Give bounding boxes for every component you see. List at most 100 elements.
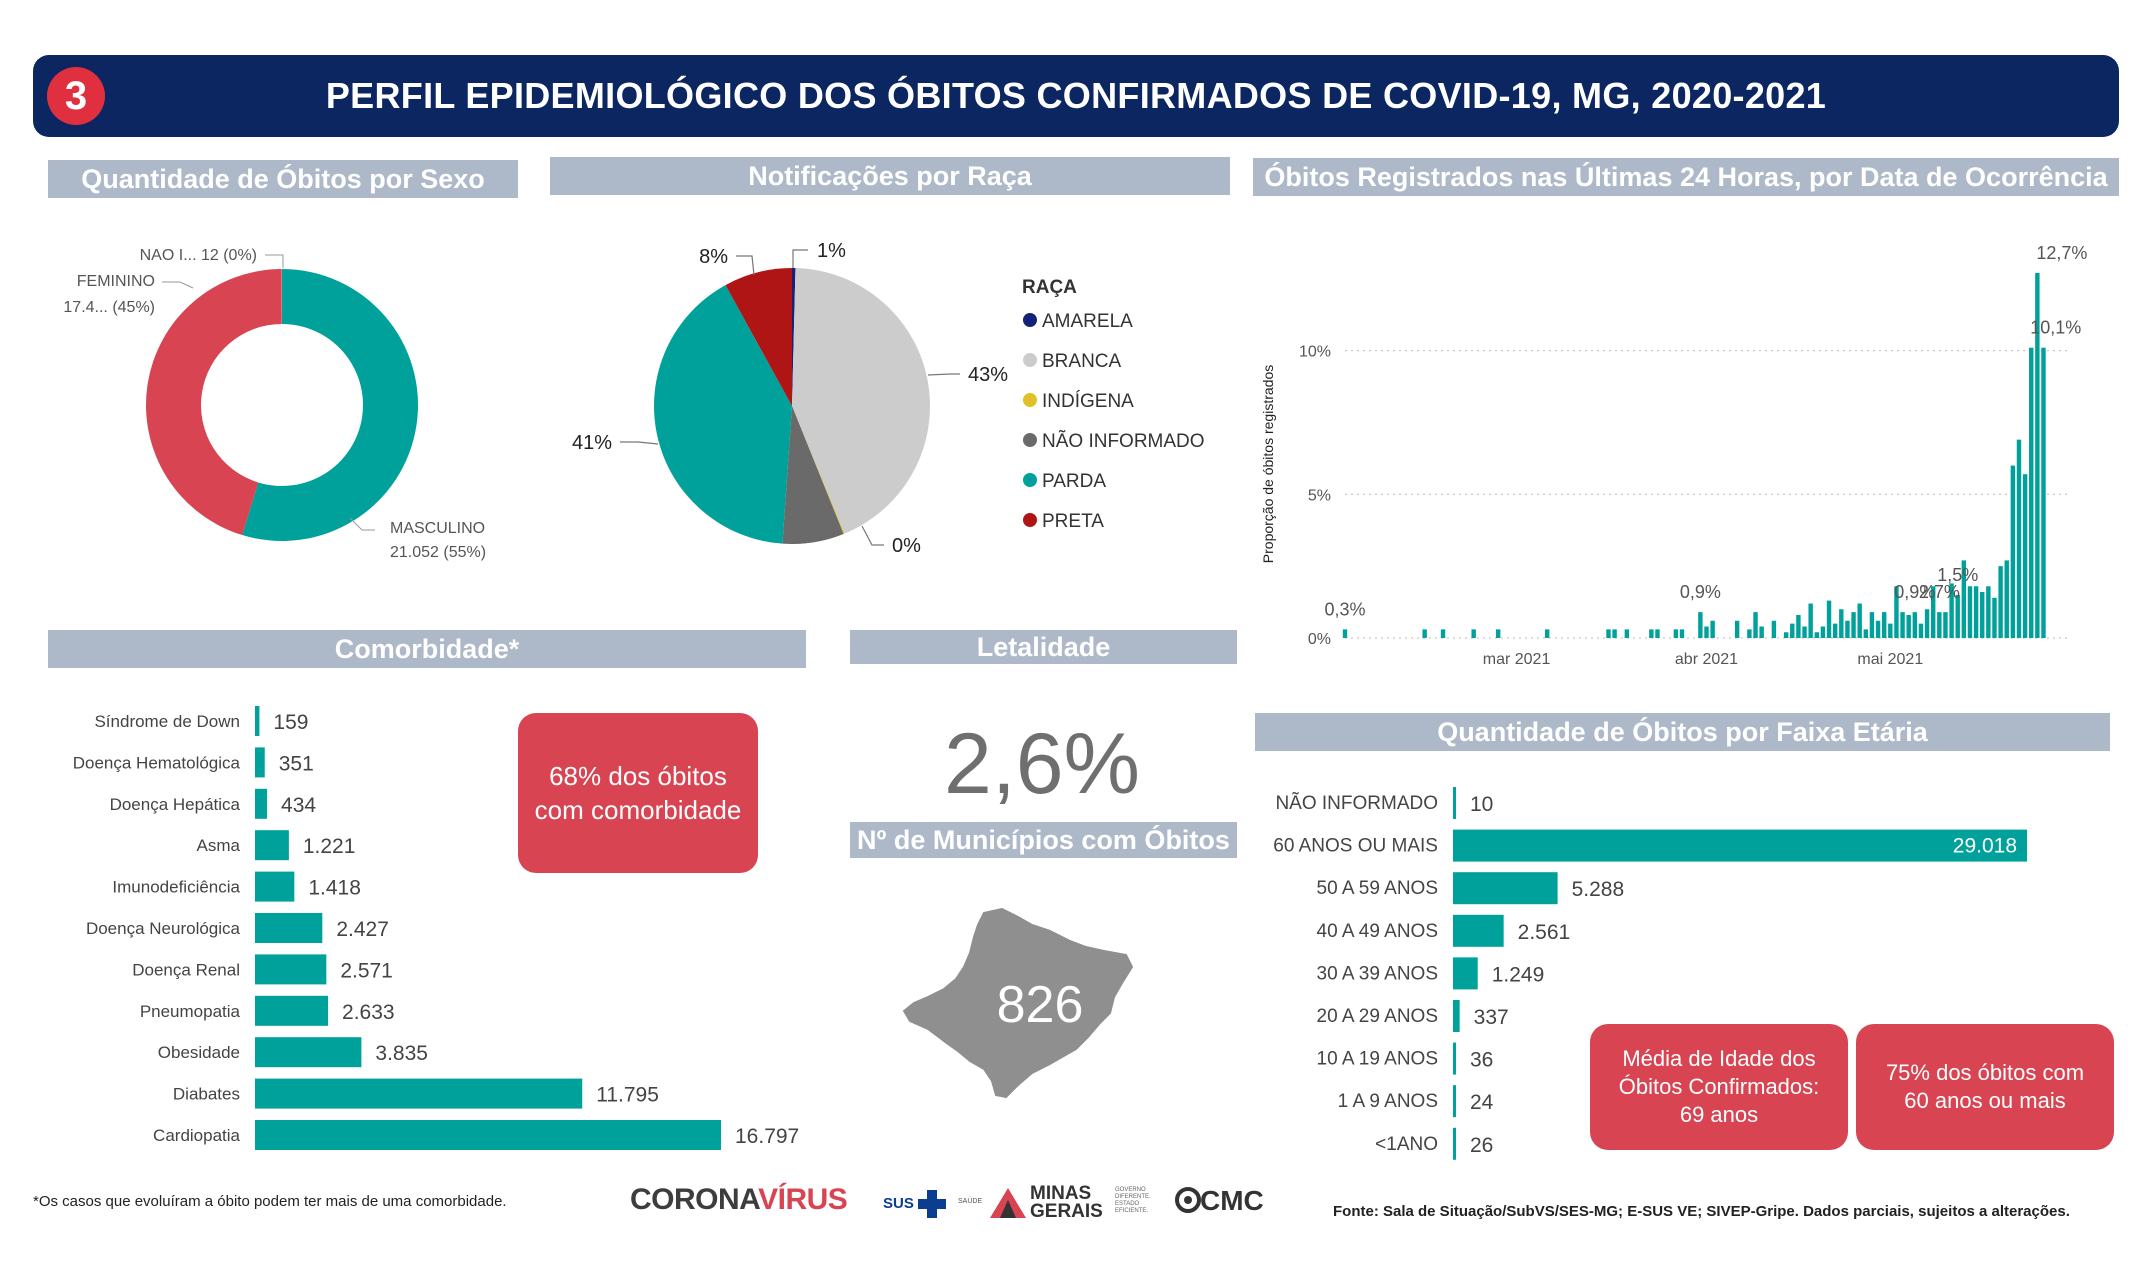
- source-note: Fonte: Sala de Situação/SubVS/SES-MG; E-…: [1333, 1203, 2070, 1220]
- bar-2021-02-22: [1471, 629, 1476, 638]
- legend-dot-3: [1023, 433, 1037, 447]
- leader-line-0: [792, 249, 808, 268]
- bar-2021-04-17: [1802, 626, 1807, 638]
- bar-2021-03-31: [1698, 612, 1703, 638]
- category-label-0: Síndrome de Down: [94, 712, 240, 731]
- over-sixty-callout: 75% dos óbitos com 60 anos ou mais: [1856, 1024, 2114, 1150]
- legend-dot-2: [1023, 393, 1037, 407]
- comorbidity-bar-chart: Síndrome de Down 159 Doença Hematológica 35…: [73, 706, 799, 1150]
- category-label-4: 30 A 39 ANOS: [1317, 963, 1438, 984]
- race-pie-chart: 1% 43% 0% 41% 8% RAÇA AMARELA BRANCA INDÍGENA NÃO…: [572, 240, 1205, 557]
- bar-2021-03-27: [1673, 629, 1679, 638]
- bar-2021-05-08: [1930, 586, 1936, 638]
- bar-2021-05-10: [1943, 612, 1948, 638]
- value-label-7: 2.633: [342, 1001, 395, 1024]
- bar-2021-04-24: [1845, 620, 1850, 638]
- section-title-raca: Notificações por Raça: [550, 157, 1230, 195]
- municipalities-count: 826: [996, 976, 1084, 1034]
- legend-label-5: PRETA: [1042, 511, 1104, 532]
- section-title-letalidade: Letalidade: [850, 630, 1237, 664]
- bar-5: [1453, 1000, 1460, 1032]
- bar-2021-05-03: [1900, 612, 1905, 638]
- bar-2021-05-06: [1918, 623, 1924, 638]
- bar-6: [1453, 1042, 1456, 1075]
- bar-2021-04-18: [1808, 603, 1813, 638]
- pie-label-2: 0%: [892, 535, 921, 557]
- category-label-7: 1 A 9 ANOS: [1338, 1091, 1438, 1112]
- bar-2021-02-26: [1495, 629, 1501, 638]
- comorbidity-callout: 68% dos óbitos com comorbidade: [518, 713, 758, 873]
- category-label-0: NÃO INFORMADO: [1275, 792, 1438, 814]
- bar-2021-05-16: [1980, 592, 1985, 638]
- leader-line-masculino: [349, 517, 375, 531]
- logo-corona-word: CORONA: [630, 1183, 759, 1216]
- bar-2021-05-13: [1961, 560, 1967, 638]
- bar-2021-04-08: [1747, 629, 1752, 638]
- section-title-faixa: Quantidade de Óbitos por Faixa Etária: [1255, 713, 2110, 751]
- bar-2021-05-05: [1912, 612, 1918, 638]
- value-label-6: 2.571: [340, 959, 393, 982]
- bar-2021-04-22: [1832, 623, 1838, 638]
- mg-line1: MINAS: [1030, 1183, 1092, 1204]
- donut-slice-0: [242, 269, 418, 541]
- bar-2021-04-02: [1710, 620, 1715, 638]
- category-label-2: Doença Hepática: [110, 795, 241, 814]
- value-label-4: 1.249: [1492, 963, 1545, 986]
- pie-slice-parda: [654, 285, 792, 544]
- data-label-4: 1,5%: [1937, 565, 1978, 585]
- bar-4: [1453, 957, 1478, 990]
- page-title: PERFIL EPIDEMIOLÓGICO DOS ÓBITOS CONFIRM…: [325, 75, 1827, 116]
- bar-2021-05-14: [1967, 586, 1973, 638]
- bar-9: [255, 1078, 583, 1109]
- bar-2021-02-01: [1342, 629, 1348, 638]
- bar-2021-04-06: [1734, 620, 1740, 638]
- bar-2021-05-18: [1992, 597, 1997, 638]
- bar-2021-03-23: [1649, 629, 1654, 638]
- x-tick-2021-03-01: mar 2021: [1483, 651, 1551, 668]
- bar-2021-03-06: [1544, 629, 1550, 638]
- value-label-7: 24: [1470, 1091, 1494, 1114]
- bar-2021-05-02: [1894, 586, 1899, 638]
- slice-value-feminino: 17.4... (45%): [63, 299, 155, 316]
- cmc-logo: CMC: [1200, 1185, 1264, 1216]
- bar-1: [1453, 829, 2027, 862]
- bar-2021-04-23: [1839, 609, 1844, 638]
- value-label-5: 2.427: [336, 918, 389, 941]
- bar-2021-05-07: [1924, 609, 1930, 638]
- bar-7: [1453, 1085, 1456, 1118]
- legend-label-0: AMARELA: [1042, 311, 1133, 332]
- bar-2021-05-23: [2022, 474, 2028, 638]
- pie-label-4: 41%: [572, 432, 612, 454]
- bar-2021-04-19: [1814, 632, 1819, 638]
- mg-tagline-2: DIFERENTE.: [1115, 1194, 1151, 1200]
- bar-2021-05-22: [2016, 439, 2022, 638]
- bar-2021-04-15: [1790, 623, 1795, 638]
- footnote: *Os casos que evoluíram a óbito podem te…: [33, 1193, 507, 1210]
- value-label-2: 434: [281, 794, 316, 817]
- letality-value: 2,6%: [943, 716, 1141, 812]
- bar-2021-05-01: [1888, 623, 1893, 638]
- mg-tagline-3: ESTADO: [1115, 1201, 1140, 1207]
- mg-tagline-4: EFICIENTE.: [1115, 1208, 1149, 1214]
- legend-label-2: INDÍGENA: [1042, 391, 1134, 412]
- value-label-0: 10: [1470, 793, 1493, 816]
- data-label-0: 0,3%: [1324, 599, 1365, 619]
- y-tick-0: 0%: [1308, 631, 1331, 648]
- bar-2021-03-17: [1612, 629, 1617, 638]
- saude-label: SAÚDE: [958, 1198, 983, 1205]
- category-label-2: 50 A 59 ANOS: [1317, 878, 1438, 899]
- data-label-6: 12,7%: [2036, 243, 2087, 263]
- bar-2021-05-21: [2010, 465, 2016, 638]
- bar-2: [1453, 872, 1558, 905]
- value-label-8: 26: [1470, 1134, 1493, 1157]
- bar-0: [255, 706, 260, 736]
- bar-2021-04-26: [1857, 603, 1862, 638]
- mean-age-callout: Média de Idade dos Óbitos Confirmados: 6…: [1590, 1024, 1848, 1150]
- data-label-3: 2,7%: [1919, 582, 1960, 602]
- pie-slice-amarela: [792, 268, 796, 406]
- legend-dot-1: [1023, 353, 1037, 367]
- bar-2021-04-20: [1820, 626, 1826, 638]
- x-tick-2021-05-01: mai 2021: [1857, 651, 1923, 668]
- leader-line-1: [927, 373, 960, 376]
- bar-2: [255, 788, 268, 819]
